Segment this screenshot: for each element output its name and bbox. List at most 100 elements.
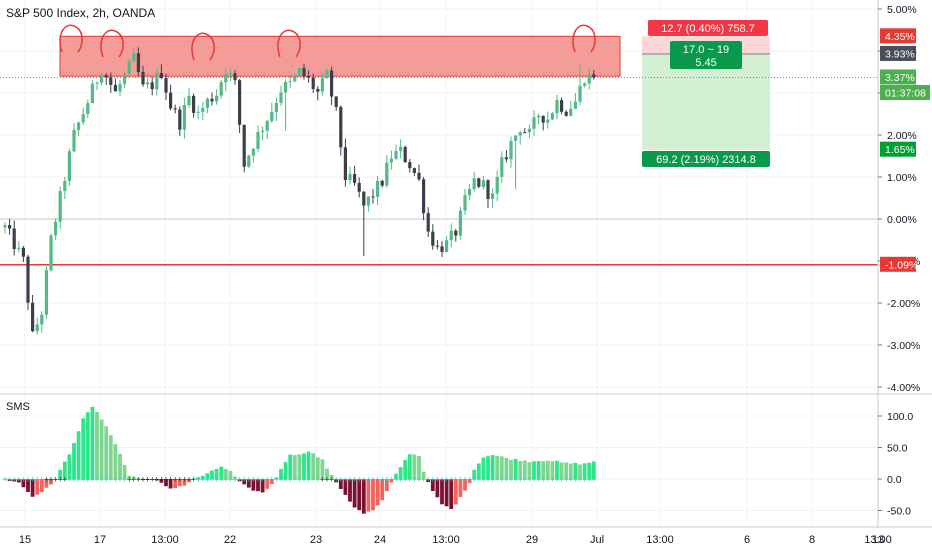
candle-body xyxy=(578,85,582,102)
sms-histogram-bar xyxy=(127,475,132,479)
candle-body xyxy=(146,82,150,85)
indicator-title: SMS xyxy=(6,401,30,413)
sms-histogram-bar xyxy=(541,461,546,479)
candlestick-series xyxy=(3,47,596,335)
sms-signal-marker: + xyxy=(573,475,578,485)
sms-histogram-bar xyxy=(403,459,408,479)
sms-signal-marker: + xyxy=(209,475,214,485)
sms-signal-marker: + xyxy=(541,475,546,485)
sms-histogram-bar xyxy=(311,453,316,479)
sms-histogram-bar xyxy=(58,469,63,479)
sms-signal-marker: + xyxy=(113,475,118,485)
sms-histogram-bar xyxy=(348,479,352,502)
candle-body xyxy=(274,102,278,112)
sms-signal-marker: + xyxy=(306,475,311,485)
x-tick-label: 15 xyxy=(19,534,31,546)
candle-body xyxy=(454,230,458,236)
sms-histogram-bar xyxy=(467,479,472,484)
sms-signal-marker: + xyxy=(370,475,375,485)
sms-signal-marker: + xyxy=(260,475,265,485)
sms-histogram-bar xyxy=(251,479,256,491)
candle-body xyxy=(201,107,205,112)
x-tick-label: 8 xyxy=(809,534,815,546)
sms-signal-marker: + xyxy=(196,475,201,485)
candle-body xyxy=(159,72,163,79)
sms-histogram-bar xyxy=(154,479,159,481)
sms-signal-marker: + xyxy=(554,475,559,485)
sms-signal-marker: + xyxy=(58,475,63,485)
sms-histogram-bar xyxy=(7,479,12,481)
sms-histogram-bar xyxy=(219,466,224,479)
candle-body xyxy=(560,100,564,112)
sms-histogram-bar xyxy=(85,412,90,479)
sms-histogram-bar xyxy=(398,467,403,479)
sms-histogram-bar xyxy=(95,411,99,479)
candle-body xyxy=(17,247,21,250)
candle-body xyxy=(81,114,85,123)
candle-body xyxy=(399,146,403,152)
sms-histogram-bar xyxy=(228,470,233,479)
candle-body xyxy=(477,178,481,187)
candle-body xyxy=(325,70,329,79)
x-tick-label: Jul xyxy=(590,534,604,546)
candle-body xyxy=(256,131,260,149)
candle-body xyxy=(518,132,522,136)
candle-body xyxy=(109,77,113,85)
sms-signal-marker: + xyxy=(577,475,582,485)
sms-signal-marker: + xyxy=(384,475,389,485)
candle-body xyxy=(215,95,219,102)
candle-body xyxy=(265,120,269,131)
x-tick-label: 22 xyxy=(224,534,236,546)
candle-body xyxy=(592,74,596,78)
candle-body xyxy=(445,240,449,252)
sms-signal-marker: + xyxy=(159,475,164,485)
sms-signal-marker: + xyxy=(462,475,467,485)
sms-signal-marker: + xyxy=(251,475,256,485)
sms-histogram-bar xyxy=(582,463,587,479)
candle-body xyxy=(311,77,315,89)
sms-signal-marker: + xyxy=(16,475,21,485)
sms-signal-marker: + xyxy=(30,475,35,485)
sms-histogram-bar xyxy=(509,459,513,479)
sms-histogram-bar xyxy=(302,453,306,479)
sms-histogram-bar xyxy=(136,477,141,479)
ind-y-tick-label: 100.0 xyxy=(887,411,913,423)
sms-histogram-bar xyxy=(292,455,297,479)
sms-signal-marker: + xyxy=(242,475,247,485)
sms-signal-marker: + xyxy=(99,475,104,485)
candle-body xyxy=(279,92,283,103)
candle-body xyxy=(541,115,545,123)
sms-signal-marker: + xyxy=(62,475,67,485)
candle-body xyxy=(468,188,472,196)
candle-body xyxy=(251,148,255,156)
sms-histogram-bar xyxy=(412,454,417,479)
candle-body xyxy=(394,151,398,159)
sms-signal-marker: + xyxy=(90,475,95,485)
y-tick-label: 2.00% xyxy=(887,130,917,142)
candle-body xyxy=(8,225,12,229)
sms-histogram-bar xyxy=(256,479,260,492)
sms-histogram-bar xyxy=(463,479,467,491)
candle-body xyxy=(219,82,223,96)
sms-signal-marker: + xyxy=(122,475,127,485)
sms-signal-marker: + xyxy=(136,475,141,485)
candle-body xyxy=(21,247,25,257)
sms-signal-marker: + xyxy=(246,475,251,485)
sms-signal-marker: + xyxy=(426,475,431,485)
candle-body xyxy=(514,135,518,141)
sms-signal-marker: + xyxy=(255,475,260,485)
sms-signal-marker: + xyxy=(476,475,481,485)
candle-body xyxy=(228,73,232,75)
candle-body xyxy=(192,95,196,113)
candle-body xyxy=(141,72,145,85)
axis-value-label: 3.93% xyxy=(885,48,915,60)
sms-histogram-bar xyxy=(375,479,380,506)
sms-histogram-bar xyxy=(72,443,76,479)
sms-signal-marker: + xyxy=(481,475,486,485)
sms-histogram-bar xyxy=(12,479,17,482)
swing-high-circle xyxy=(277,29,301,58)
sms-signal-marker: + xyxy=(12,475,17,485)
sms-signal-marker: + xyxy=(163,475,168,485)
candle-body xyxy=(389,158,393,163)
